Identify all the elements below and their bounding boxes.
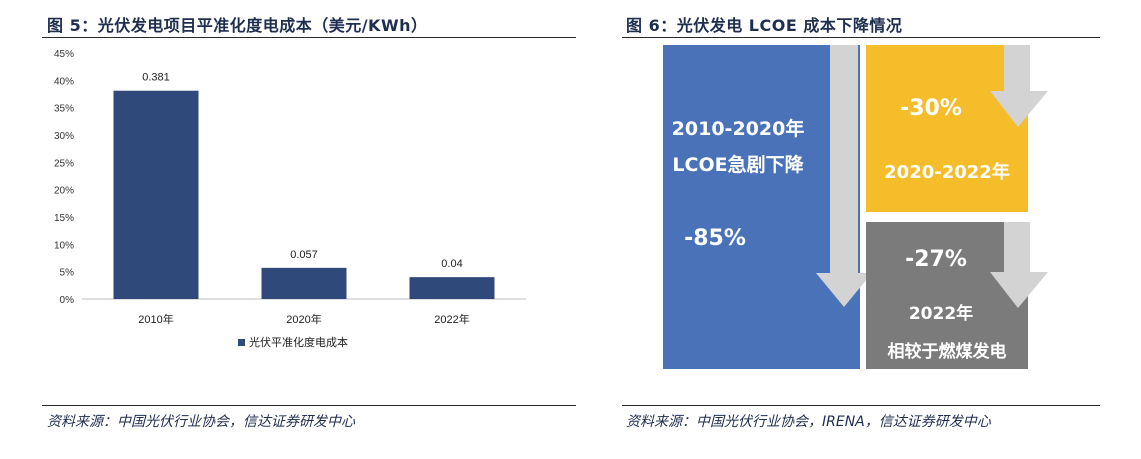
yellow-panel-line1: 2020-2022年 xyxy=(884,162,1010,183)
bar xyxy=(409,277,495,299)
down-arrow-icon xyxy=(990,45,1048,127)
gray-panel-line1: 2022年 xyxy=(908,304,974,324)
legend-label: 光伏平准化度电成本 xyxy=(249,335,348,349)
source-rule-right xyxy=(622,405,1100,406)
chart-legend: 光伏平准化度电成本 xyxy=(238,335,348,349)
y-tick-label: 15% xyxy=(54,213,74,224)
blue-panel-pct: -85% xyxy=(684,226,746,251)
x-tick-label: 2022年 xyxy=(434,312,469,326)
y-tick-label: 0% xyxy=(60,295,75,306)
yellow-panel xyxy=(866,45,1028,212)
bar-data-label: 0.04 xyxy=(441,258,462,270)
figure-5-title: 图 5：光伏发电项目平准化度电成本（美元/KWh） xyxy=(47,16,428,35)
y-tick-label: 40% xyxy=(54,76,74,87)
y-tick-label: 35% xyxy=(54,104,74,115)
figure-5-source: 资料来源：中国光伏行业协会，信达证券研发中心 xyxy=(47,414,355,430)
bar-data-label: 0.057 xyxy=(290,249,318,261)
title-rule-right xyxy=(622,37,1100,38)
bars xyxy=(113,90,495,299)
bar xyxy=(261,267,347,299)
figure-6-source: 资料来源：中国光伏行业协会，IRENA，信达证券研发中心 xyxy=(626,414,991,430)
down-arrow-icon xyxy=(816,45,872,307)
bar xyxy=(113,90,199,299)
blue-panel xyxy=(663,45,860,369)
y-tick-label: 20% xyxy=(54,186,74,197)
blue-panel-line2: LCOE急剧下降 xyxy=(672,154,804,176)
lcoe-bar-chart: 0%5%10%15%20%25%30%35%40%45% 0.3810.0570… xyxy=(54,49,526,349)
source-rule-left xyxy=(42,405,576,406)
x-axis-ticks: 2010年 2020年 2022年 xyxy=(138,312,469,326)
x-tick-label: 2020年 xyxy=(286,312,321,326)
bar-data-label: 0.381 xyxy=(142,72,170,84)
bar-data-labels: 0.381 0.057 0.04 xyxy=(142,72,462,270)
gray-panel-line2: 相较于燃煤发电 xyxy=(887,342,1007,362)
x-tick-label: 2010年 xyxy=(138,312,173,326)
down-arrow-icon xyxy=(990,222,1048,308)
y-tick-label: 45% xyxy=(54,49,74,60)
yellow-panel-pct: -30% xyxy=(900,96,962,121)
y-tick-label: 10% xyxy=(54,240,74,251)
gray-panel-pct: -27% xyxy=(905,247,967,272)
y-tick-label: 30% xyxy=(54,131,74,142)
y-axis-ticks: 0% 5% 10% 15% 20% 25% 30% 35% 40% 45% xyxy=(54,49,74,306)
title-rule-left xyxy=(42,37,576,38)
y-tick-label: 5% xyxy=(60,268,75,279)
legend-swatch xyxy=(238,339,245,346)
figure-6-title: 图 6：光伏发电 LCOE 成本下降情况 xyxy=(626,16,903,35)
blue-panel-line1: 2010-2020年 xyxy=(671,118,805,140)
gray-panel xyxy=(866,222,1028,369)
y-tick-label: 25% xyxy=(54,158,74,169)
